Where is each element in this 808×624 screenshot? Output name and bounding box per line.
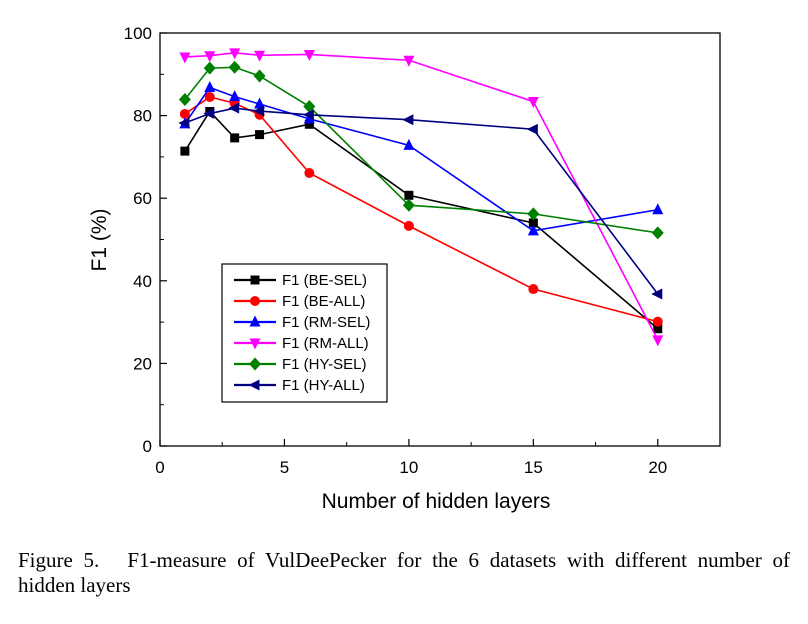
caption-label: Figure 5. (18, 548, 100, 572)
legend-label: F1 (HY-SEL) (282, 356, 366, 373)
legend-label: F1 (BE-ALL) (282, 293, 365, 310)
y-tick-label: 0 (143, 437, 152, 456)
data-point (527, 97, 539, 109)
data-point (204, 92, 215, 103)
data-point (402, 198, 415, 212)
legend-label: F1 (RM-ALL) (282, 335, 369, 352)
data-point (203, 108, 215, 120)
axes: 0 5 10 15 20 0 20 40 60 80 100 (124, 24, 668, 477)
data-point (404, 190, 414, 200)
legend-swatch-marker (249, 357, 261, 371)
data-point (178, 117, 190, 129)
series-f1-be-all (179, 92, 663, 327)
data-point (303, 100, 316, 114)
legend-swatch-marker (250, 296, 260, 306)
data-point (528, 218, 538, 228)
legend-label: F1 (RM-SEL) (282, 314, 370, 331)
data-point (304, 119, 314, 129)
data-point (203, 61, 216, 75)
y-tick-label: 100 (124, 24, 152, 43)
data-point (179, 52, 191, 64)
y-tick-label: 40 (133, 272, 152, 291)
figure-caption: Figure 5. F1-measure of VulDeePecker for … (18, 548, 790, 598)
legend-swatch-marker (249, 315, 261, 327)
x-tick-label: 20 (648, 458, 667, 477)
series-line (184, 52, 659, 341)
data-point (228, 102, 240, 114)
x-axis-title: Number of hidden layers (322, 490, 551, 513)
data-point (302, 109, 314, 121)
legend-swatch-marker (249, 338, 261, 350)
x-tick-label: 15 (524, 458, 543, 477)
legend-box (221, 263, 388, 403)
data-point (526, 123, 538, 135)
legend-label: F1 (HY-ALL) (282, 377, 365, 394)
data-point (229, 90, 241, 102)
data-point (403, 55, 415, 67)
caption-text: F1-measure of VulDeePecker for the 6 dat… (18, 548, 791, 597)
data-point (229, 48, 241, 60)
data-point (651, 226, 664, 240)
series-f1-rm-sel (179, 81, 664, 236)
data-point (402, 114, 414, 126)
data-point (230, 133, 240, 143)
data-point (228, 60, 241, 74)
series-f1-rm-all (179, 48, 664, 347)
data-point (180, 146, 190, 156)
series-layer (178, 48, 664, 347)
series-f1-hy-all (178, 102, 663, 300)
y-axis-title: F1 (%) (88, 209, 111, 272)
y-tick-label: 60 (133, 189, 152, 208)
y-tick-label: 80 (133, 107, 152, 126)
legend-swatch-marker (248, 379, 260, 391)
data-point (527, 207, 540, 221)
data-point (652, 203, 664, 215)
data-point (527, 224, 539, 236)
x-tick-label: 5 (280, 458, 289, 477)
data-point (254, 97, 266, 109)
data-point (204, 51, 216, 63)
data-point (179, 108, 190, 119)
legend-swatch-marker (250, 275, 260, 285)
data-point (651, 288, 663, 300)
data-point (403, 138, 415, 150)
chart: 0 5 10 15 20 0 20 40 60 80 100 F1 (BE-SEL) F1 (BE-A… (88, 24, 721, 513)
data-point (653, 324, 663, 334)
data-point (652, 335, 664, 347)
x-tick-label: 10 (399, 458, 418, 477)
data-point (204, 81, 216, 93)
data-point (255, 130, 265, 140)
data-point (652, 316, 663, 327)
series-line (184, 86, 658, 232)
data-point (178, 92, 191, 106)
series-line (184, 66, 658, 234)
data-point (403, 220, 414, 231)
series-f1-hy-sel (178, 60, 664, 240)
data-point (304, 168, 315, 179)
y-tick-label: 20 (133, 354, 152, 373)
data-point (303, 49, 315, 61)
data-point (253, 105, 265, 117)
x-tick-label: 0 (155, 458, 164, 477)
data-point (528, 284, 539, 295)
data-point (253, 69, 266, 83)
legend-label: F1 (BE-SEL) (282, 272, 367, 289)
data-point (254, 50, 266, 62)
legend: F1 (BE-SEL) F1 (BE-ALL) F1 (RM-SEL) F1 (RM-… (221, 263, 388, 403)
